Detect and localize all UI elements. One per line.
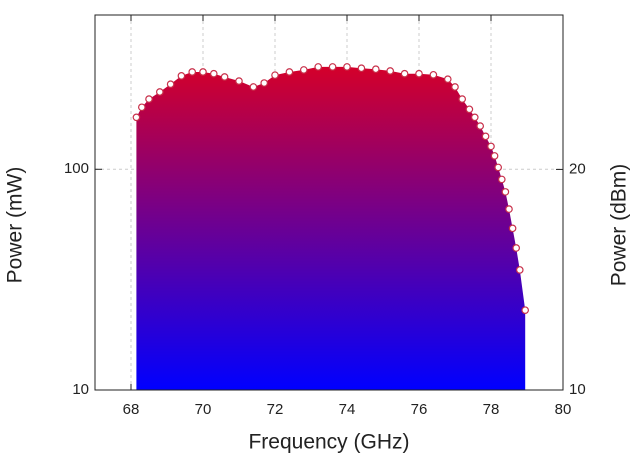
marker (166, 80, 175, 88)
x-tick-label: 80 (555, 401, 572, 418)
plot-frame (94, 14, 564, 391)
marker (481, 132, 490, 141)
area (136, 66, 526, 390)
marker (470, 113, 479, 122)
marker (210, 69, 218, 78)
marker (512, 244, 521, 252)
marker (490, 152, 499, 160)
x-tick-label: 68 (123, 401, 140, 418)
marker (521, 306, 530, 314)
marker (138, 103, 146, 112)
marker (188, 68, 197, 76)
marker (487, 142, 495, 151)
marker (497, 175, 506, 184)
marker (371, 65, 380, 74)
marker (328, 63, 337, 71)
marker (443, 75, 452, 83)
y-tick-label: 10 (72, 381, 89, 398)
marker (343, 63, 351, 71)
marker (145, 95, 153, 103)
marker (501, 188, 510, 196)
marker (156, 88, 164, 96)
marker (314, 63, 323, 71)
marker (508, 224, 517, 233)
marker (458, 95, 467, 103)
marker (451, 83, 459, 91)
marker (299, 66, 308, 74)
marker (476, 122, 485, 130)
x-axis-label: Frequency (GHz) (248, 431, 409, 454)
marker (249, 83, 258, 91)
marker (199, 68, 207, 76)
x-tick-label: 72 (267, 401, 284, 418)
marker (177, 72, 186, 80)
x-tick-label: 76 (411, 401, 428, 418)
marker (494, 163, 503, 172)
marker (235, 77, 243, 85)
marker (429, 70, 438, 79)
marker (386, 67, 395, 75)
marker (285, 68, 294, 76)
marker (132, 113, 141, 122)
marker (271, 71, 279, 79)
x-tick-label: 74 (339, 401, 356, 418)
marker (400, 69, 409, 78)
marker (357, 64, 366, 73)
x-tick-label: 78 (483, 401, 500, 418)
x-tick-label: 70 (195, 401, 212, 418)
y-axis-label: Power (mW) (4, 167, 27, 284)
y2-tick-label: 20 (569, 160, 586, 177)
y-tick-label: 100 (64, 160, 89, 177)
y2-axis-label: Power (dBm) (608, 164, 631, 287)
marker (505, 205, 513, 213)
marker (220, 73, 229, 81)
marker (260, 79, 269, 87)
y2-tick-label: 10 (569, 381, 586, 398)
marker (465, 105, 474, 114)
marker (415, 69, 423, 78)
marker (515, 266, 524, 274)
